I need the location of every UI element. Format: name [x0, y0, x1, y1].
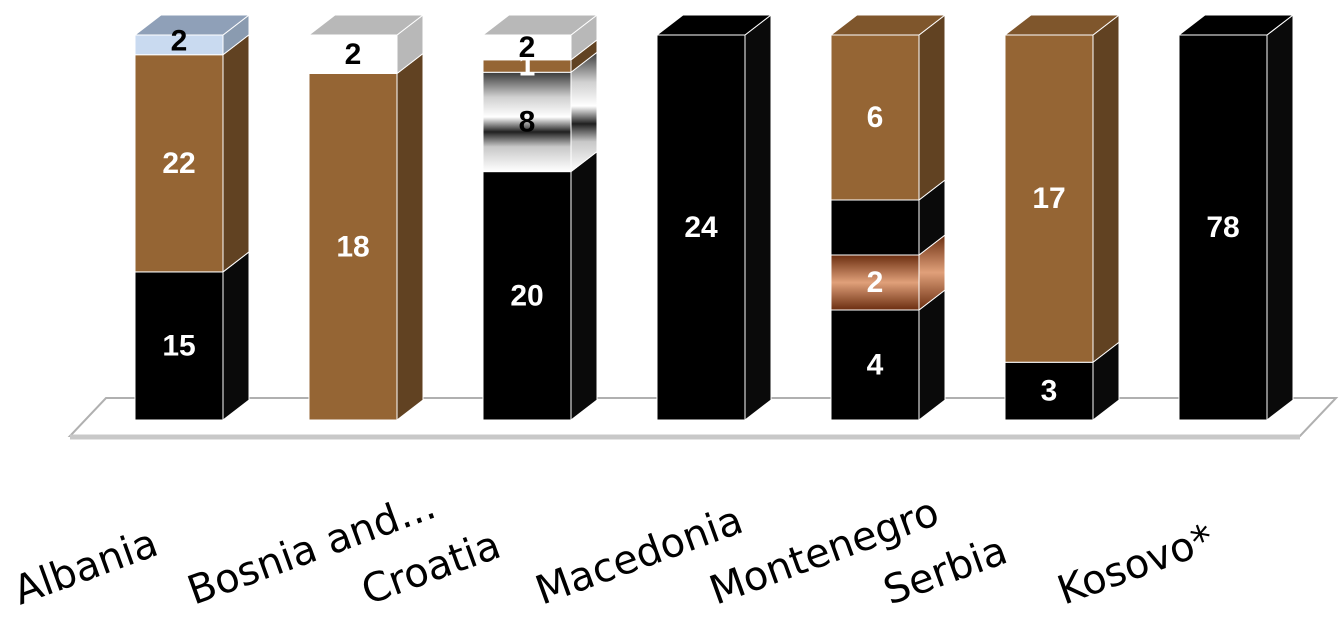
data-label: 8 — [519, 105, 536, 138]
bar-front-face — [830, 34, 920, 201]
data-label: 2 — [171, 25, 188, 58]
bar-top-face — [1177, 14, 1295, 36]
bar-segment: 8 — [482, 51, 598, 173]
category-tick-label: Kosovo* — [1052, 516, 1220, 615]
bar-side-face — [570, 51, 598, 173]
bar-top-face — [133, 14, 251, 36]
category-labels-group: Albania Bosnia and...Croatia MacedoniaMont… — [8, 482, 1220, 614]
bar-front-face — [308, 73, 398, 421]
bar-front-face — [134, 271, 224, 421]
bar-side-face — [918, 288, 946, 422]
bar-front-face — [830, 199, 920, 256]
bar-segment: 15 — [134, 250, 250, 422]
data-label: 3 — [1041, 375, 1058, 408]
bar-segment: 22 — [134, 33, 250, 273]
bar-side-face — [1092, 13, 1120, 364]
bar-segment: 6 — [829, 13, 947, 202]
bar-segment: 78 — [1177, 13, 1295, 422]
bar-front-face — [1004, 34, 1094, 363]
bar-side-face — [744, 13, 772, 422]
bar-segment: 3 — [1004, 341, 1120, 422]
data-label: 15 — [162, 329, 195, 362]
bar-segment: 17 — [1003, 13, 1121, 364]
data-label: 20 — [510, 279, 543, 312]
bar-front-face — [1004, 361, 1094, 421]
bar-segment: 20 — [482, 150, 598, 422]
bar-side-face — [222, 33, 250, 273]
bar-front-face — [134, 54, 224, 273]
bar-side-face — [570, 150, 598, 422]
category-tick-label: Albania — [8, 520, 164, 614]
data-label: 78 — [1206, 211, 1239, 244]
data-label: 22 — [162, 147, 195, 180]
bar-segment: 24 — [655, 13, 773, 422]
bar-segment — [830, 178, 946, 257]
data-label: 24 — [684, 211, 718, 244]
bar-segment: 2 — [830, 233, 946, 312]
bar-front-face — [656, 34, 746, 421]
data-label: 2 — [345, 38, 362, 71]
bar-segment: 18 — [308, 52, 424, 422]
bar-top-face — [829, 14, 947, 36]
bar-segment: 2 — [133, 13, 251, 58]
bar-front-face — [830, 309, 920, 421]
bar-top-face — [481, 14, 599, 36]
bar-front-face — [830, 254, 920, 311]
data-label: 4 — [867, 349, 884, 382]
bar-segment: 4 — [830, 288, 946, 422]
bar-front-face — [308, 34, 398, 74]
bar-front-face — [482, 71, 572, 173]
bar-side-face — [222, 250, 250, 422]
data-label: 17 — [1032, 182, 1065, 215]
bar-segment: 2 — [481, 13, 599, 64]
bar-top-face — [1003, 14, 1121, 36]
bar-side-face — [918, 13, 946, 202]
data-label: 2 — [519, 31, 536, 64]
bar-segment: 2 — [307, 13, 425, 75]
data-label: 2 — [867, 266, 884, 299]
bar-top-face — [307, 14, 425, 36]
data-label: 6 — [867, 101, 884, 134]
bar-side-face — [396, 52, 424, 422]
bar-side-face — [1266, 13, 1294, 422]
data-label: 18 — [336, 230, 369, 263]
bar-top-face — [655, 14, 773, 36]
